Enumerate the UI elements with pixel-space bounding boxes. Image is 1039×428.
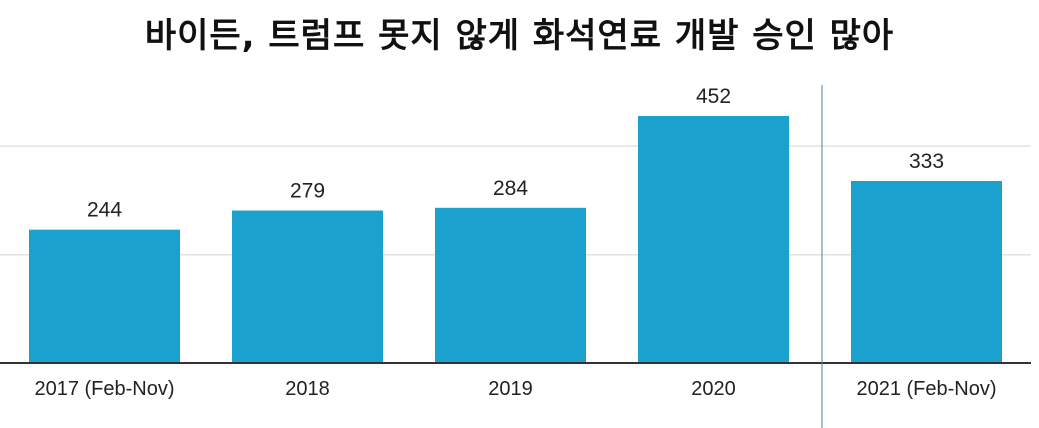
bar [638, 115, 789, 364]
chart-title: 바이든, 트럼프 못지 않게 화석연료 개발 승인 많아 [144, 16, 895, 56]
data-label: 333 [909, 150, 944, 173]
value-labels: 244 279 284 452 333 [87, 85, 944, 222]
bar [232, 210, 383, 363]
category-label: 2017 (Feb-Nov) [34, 378, 174, 400]
bar [29, 229, 180, 363]
bar [851, 181, 1002, 363]
category-labels: 2017 (Feb-Nov) 2018 2019 2020 2021 (Feb-Nov) [34, 378, 996, 400]
category-label: 2018 [285, 378, 330, 400]
category-label: 2020 [691, 378, 736, 400]
category-label: 2019 [488, 378, 533, 400]
category-label: 2021 (Feb-Nov) [856, 378, 996, 400]
data-label: 452 [696, 85, 731, 108]
bar [435, 207, 586, 363]
data-label: 244 [87, 199, 122, 222]
bars [29, 115, 1002, 364]
data-label: 284 [493, 177, 528, 200]
data-label: 279 [290, 180, 325, 203]
